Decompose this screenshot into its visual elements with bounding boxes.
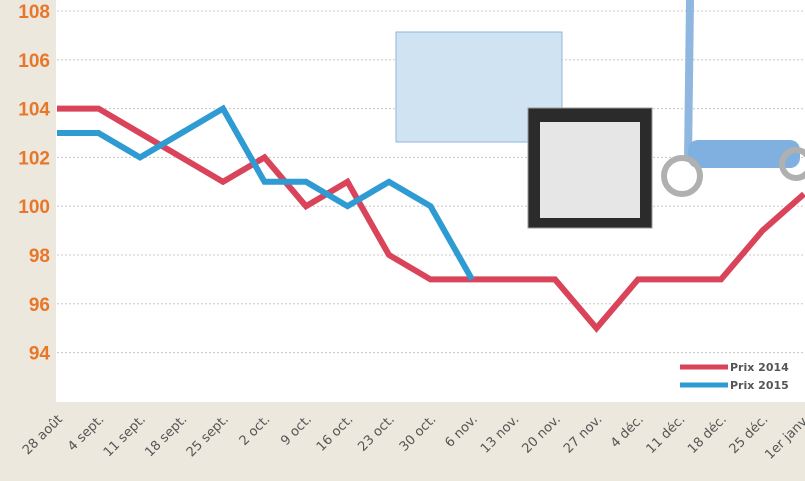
y-tick-label: 98 xyxy=(29,246,50,267)
x-tick-label: 1er janv. xyxy=(762,412,805,462)
y-tick-label: 106 xyxy=(18,51,50,72)
legend-label: Prix 2014 xyxy=(730,361,789,374)
x-tick-label: 13 nov. xyxy=(478,412,522,456)
x-tick-label: 11 sept. xyxy=(101,412,149,460)
x-tick-label: 16 oct. xyxy=(314,412,356,454)
y-tick-label: 96 xyxy=(29,295,50,316)
y-tick-label: 102 xyxy=(18,148,50,169)
x-tick-label: 2 oct. xyxy=(237,412,274,449)
x-tick-label: 11 déc. xyxy=(644,412,689,457)
y-tick-label: 94 xyxy=(29,344,51,365)
x-tick-label: 4 déc. xyxy=(608,412,647,451)
scooter-wheel xyxy=(661,155,703,197)
product-pictures xyxy=(395,0,805,229)
legend-label: Prix 2015 xyxy=(730,379,789,392)
y-tick-label: 104 xyxy=(18,100,50,121)
x-tick-label: 30 oct. xyxy=(397,412,439,454)
robot-dog-picture xyxy=(540,122,640,218)
x-tick-label: 28 août xyxy=(20,412,66,458)
x-tick-label: 18 sept. xyxy=(142,412,190,460)
x-tick-label: 20 nov. xyxy=(520,412,564,456)
x-tick-label: 9 oct. xyxy=(278,412,315,449)
y-tick-label: 108 xyxy=(18,2,50,23)
scooter-picture xyxy=(684,0,694,161)
x-tick-label: 23 oct. xyxy=(355,412,397,454)
x-tick-label: 27 nov. xyxy=(561,412,605,456)
x-tick-label: 25 sept. xyxy=(184,412,232,460)
scooter-wheel xyxy=(779,147,805,181)
x-tick-label: 6 nov. xyxy=(442,412,480,450)
x-tick-label: 18 déc. xyxy=(685,412,730,457)
y-tick-label: 100 xyxy=(18,197,50,218)
scooter-deck xyxy=(688,140,800,168)
